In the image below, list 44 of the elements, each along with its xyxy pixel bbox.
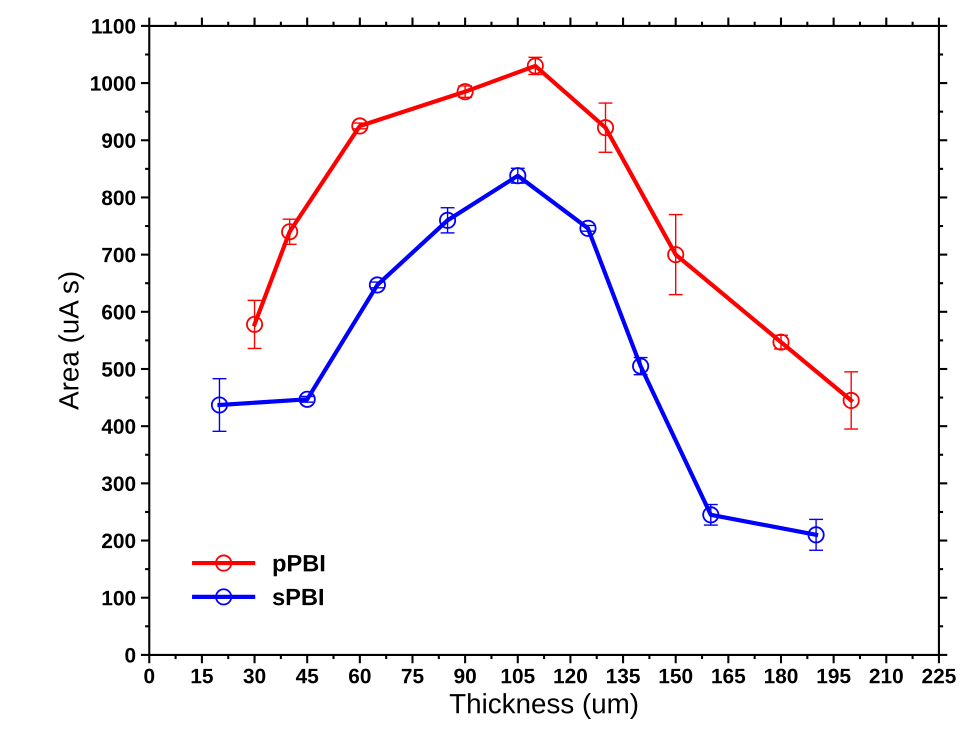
x-tick-label: 165: [712, 668, 746, 684]
x-axis-title: Thickness (um): [450, 693, 638, 719]
point: [596, 119, 614, 136]
x-tick-label: 150: [660, 668, 692, 684]
x-tick-label: 225: [922, 668, 956, 684]
x-tick-label: 0: [144, 668, 154, 684]
y-tick-label: 600: [102, 304, 136, 320]
y-tick-label: 200: [102, 534, 136, 548]
y-tick-label: 1100: [92, 18, 136, 34]
x-tick-label: 105: [502, 668, 535, 684]
x-tick-label: 15: [192, 668, 213, 684]
y-tick-label: 900: [102, 133, 136, 148]
y-tick-label: 100: [102, 590, 136, 606]
point: [842, 392, 860, 409]
point: [439, 212, 456, 229]
x-tick-label: 210: [870, 668, 903, 684]
point: [808, 526, 825, 544]
point: [579, 220, 597, 237]
y-tick-label: 700: [102, 248, 136, 262]
x-tick-label: 45: [296, 668, 318, 684]
x-tick-label: 75: [402, 668, 424, 684]
y-tick-label: 1000: [91, 76, 136, 91]
point: [667, 246, 684, 264]
x-tick-label: 60: [349, 668, 371, 684]
y-tick-label: 0: [125, 648, 136, 663]
y-tick-label: 500: [102, 362, 136, 377]
x-tick-label: 120: [554, 668, 587, 684]
y-axis-title: Area (uA s): [58, 272, 84, 410]
legend-label: pPBI: [274, 555, 324, 576]
x-tick-label: 195: [818, 668, 850, 684]
x-tick-label: 180: [764, 668, 798, 684]
point: [298, 390, 316, 408]
legend-label: sPBI: [272, 588, 323, 606]
point: [368, 276, 386, 294]
x-tick-label: 30: [243, 668, 266, 684]
point: [246, 316, 264, 333]
y-tick-label: 800: [102, 190, 136, 206]
y-tick-label: 400: [102, 419, 136, 434]
point: [351, 117, 368, 135]
point: [281, 223, 298, 240]
x-tick-label: 135: [606, 668, 640, 684]
y-tick-label: 300: [102, 476, 136, 492]
point: [210, 396, 228, 414]
x-tick-label: 90: [454, 668, 476, 684]
